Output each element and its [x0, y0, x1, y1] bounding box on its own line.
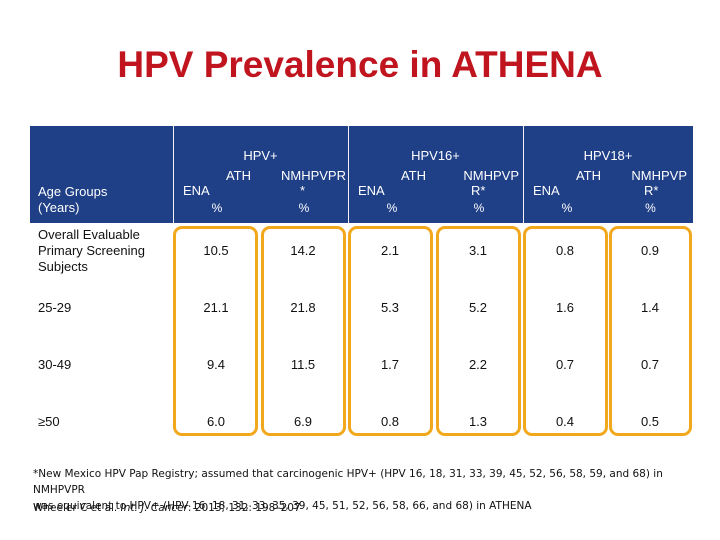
value-cell: 14.2	[290, 243, 316, 258]
subcol-hpv-athena: ATH ENA %	[173, 168, 261, 220]
value-cell: 2.1	[380, 243, 400, 258]
reference: Wheeler C et al. Int. J. Cancer: 2013; 1…	[33, 502, 301, 514]
subcol-line2: ENA	[183, 183, 210, 198]
value-cell: 5.3	[380, 300, 400, 315]
header-vline	[523, 126, 524, 223]
row-label: 30-49	[38, 357, 72, 372]
value-cell: 1.6	[555, 300, 575, 315]
subcol-pct: %	[211, 201, 223, 215]
value-cell: 1.4	[640, 300, 660, 315]
row-label-line: Subjects	[38, 259, 88, 274]
subcol-line2: R*	[644, 183, 659, 198]
group-hpv18-positive: HPV18+	[583, 148, 633, 163]
subcol-hpv-nmhpvpr: NMHPVPR * %	[260, 168, 348, 220]
value-cell: 0.5	[640, 414, 660, 429]
footnote-line: *New Mexico HPV Pap Registry; assumed th…	[33, 468, 663, 496]
age-groups-header-line2: (Years)	[38, 200, 80, 215]
subcol-line1: NMHPVP	[463, 168, 519, 183]
value-cell: 0.8	[380, 414, 400, 429]
value-cell: 1.7	[380, 357, 400, 372]
column-highlight	[173, 226, 258, 436]
row-label: 25-29	[38, 300, 72, 315]
value-cell: 9.4	[206, 357, 226, 372]
table-row: ≥50 6.0 6.9 0.8 1.3 0.4 0.5	[30, 414, 693, 434]
subcol-line1: ATH	[575, 168, 601, 183]
row-label: Overall Evaluable Primary Screening Subj…	[38, 227, 145, 275]
subcol-pct: %	[386, 201, 398, 215]
subcol-line2: *	[300, 183, 306, 198]
subcol-hpv16-athena: ATH ENA %	[348, 168, 436, 220]
subcol-line1: NMHPVP	[631, 168, 687, 183]
value-cell: 0.7	[640, 357, 660, 372]
table-row: 30-49 9.4 11.5 1.7 2.2 0.7 0.7	[30, 357, 693, 377]
reference-journal: Int. J. Cancer	[120, 502, 188, 514]
age-groups-header-line1: Age Groups	[38, 184, 108, 199]
column-highlight	[348, 226, 433, 436]
subcol-line2: ENA	[358, 183, 385, 198]
subcol-line2: R*	[471, 183, 486, 198]
header-divider	[30, 223, 693, 224]
column-highlight	[436, 226, 521, 436]
value-cell: 11.5	[290, 357, 316, 372]
subcol-hpv18-nmhpvpr: NMHPVP R* %	[608, 168, 693, 220]
subcol-pct: %	[473, 201, 485, 215]
value-cell: 0.4	[555, 414, 575, 429]
row-label-line: Overall Evaluable	[38, 227, 140, 242]
column-highlight	[609, 226, 692, 436]
subcol-line2: ENA	[533, 183, 560, 198]
subcol-pct: %	[645, 201, 656, 215]
reference-authors: Wheeler C et al.	[33, 502, 118, 514]
subcol-pct: %	[561, 201, 573, 215]
group-hpv-positive: HPV+	[243, 148, 278, 163]
table-header-band	[30, 126, 693, 223]
age-groups-header: Age Groups (Years)	[38, 184, 107, 216]
table-row: Overall Evaluable Primary Screening Subj…	[30, 227, 693, 275]
slide-title: HPV Prevalence in ATHENA	[117, 44, 603, 85]
subcol-line1: ATH	[225, 168, 251, 183]
header-vline	[348, 126, 349, 223]
footnote: *New Mexico HPV Pap Registry; assumed th…	[33, 466, 693, 514]
value-cell: 21.8	[290, 300, 316, 315]
footnote-line: was equivalent to HPV+ (HPV 16, 18, 31, …	[33, 500, 532, 512]
value-cell: 6.0	[206, 414, 226, 429]
value-cell: 2.2	[468, 357, 488, 372]
value-cell: 1.3	[468, 414, 488, 429]
reference-details: : 2013; 132: 198–207	[187, 502, 301, 514]
subcol-pct: %	[298, 201, 310, 215]
value-cell: 6.9	[293, 414, 313, 429]
value-cell: 10.5	[203, 243, 229, 258]
subcol-hpv16-nmhpvpr: NMHPVP R* %	[435, 168, 523, 220]
group-hpv16-positive: HPV16+	[411, 148, 460, 163]
value-cell: 3.1	[468, 243, 488, 258]
value-cell: 5.2	[468, 300, 488, 315]
subcol-line1: NMHPVPR	[280, 168, 346, 183]
value-cell: 21.1	[203, 300, 229, 315]
subcol-line1: ATH	[400, 168, 426, 183]
subcol-hpv18-athena: ATH ENA %	[523, 168, 611, 220]
value-cell: 0.8	[555, 243, 575, 258]
row-label: ≥50	[38, 414, 60, 429]
column-highlight	[523, 226, 608, 436]
value-cell: 0.7	[555, 357, 575, 372]
prevalence-table: HPV+ HPV16+ HPV18+ Age Groups (Years) AT…	[30, 126, 693, 436]
row-label-line: Primary Screening	[38, 243, 145, 258]
column-highlight	[261, 226, 346, 436]
header-vline	[173, 126, 174, 223]
table-row: 25-29 21.1 21.8 5.3 5.2 1.6 1.4	[30, 300, 693, 320]
value-cell: 0.9	[640, 243, 660, 258]
